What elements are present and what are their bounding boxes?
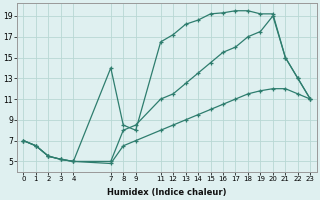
X-axis label: Humidex (Indice chaleur): Humidex (Indice chaleur) bbox=[107, 188, 227, 197]
